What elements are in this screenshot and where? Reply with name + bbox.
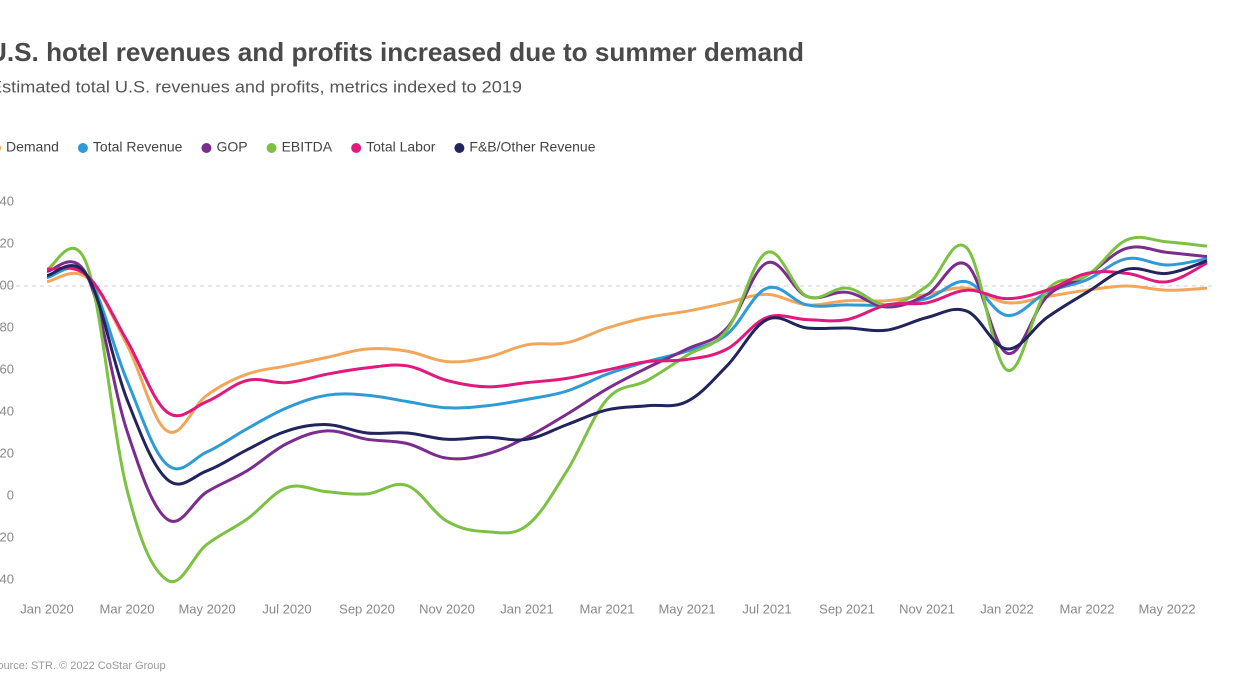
legend-marker: [201, 143, 212, 153]
y-tick-label: 80: [0, 319, 14, 334]
series-line: [46, 245, 1208, 523]
legend-label: Total Revenue: [93, 139, 183, 155]
y-tick-label: 140: [0, 193, 14, 208]
y-tick-label: -20: [0, 529, 14, 544]
y-tick-label: 100: [0, 277, 14, 292]
x-tick-label: Jan 2021: [500, 601, 554, 616]
legend-label: Total Labor: [366, 139, 436, 155]
chart-title: U.S. hotel revenues and profits increase…: [0, 37, 804, 67]
y-tick-label: 60: [0, 361, 14, 376]
chart-subtitle: Estimated total U.S. revenues and profit…: [0, 77, 522, 96]
x-tick-label: May 2021: [658, 601, 715, 616]
x-tick-label: Sep 2020: [339, 601, 395, 616]
y-tick-label: 40: [0, 403, 14, 418]
series-line: [46, 256, 1208, 471]
legend-marker: [454, 143, 465, 153]
legend-label: F&B/Other Revenue: [469, 139, 595, 155]
legend-marker: [77, 143, 88, 153]
series-line: [46, 261, 1208, 418]
y-tick-label: -40: [0, 571, 14, 586]
legend-label: EBITDA: [282, 139, 333, 155]
legend-marker: [0, 145, 1, 151]
legend-label: GOP: [216, 139, 247, 155]
x-tick-label: Mar 2020: [100, 601, 155, 616]
x-tick-label: Jan 2020: [20, 601, 74, 616]
x-tick-label: Jan 2022: [980, 601, 1034, 616]
series-line: [46, 235, 1208, 584]
legend-marker: [351, 143, 362, 153]
legend-label: Demand: [6, 139, 59, 155]
x-tick-label: Jul 2021: [742, 601, 791, 616]
y-tick-label: 120: [0, 235, 14, 250]
x-tick-label: Mar 2022: [1060, 601, 1115, 616]
y-tick-label: 0: [7, 487, 14, 502]
x-tick-label: Nov 2020: [419, 601, 475, 616]
x-tick-label: May 2020: [178, 601, 235, 616]
source: Source: STR. © 2022 CoStar Group: [0, 660, 166, 672]
x-tick-label: Nov 2021: [899, 601, 955, 616]
y-tick-label: 20: [0, 445, 14, 460]
series-line: [46, 271, 1208, 434]
x-tick-label: Jul 2020: [262, 601, 311, 616]
x-tick-label: May 2022: [1138, 601, 1195, 616]
x-tick-label: Mar 2021: [580, 601, 635, 616]
series-line: [46, 259, 1208, 486]
legend-marker: [266, 143, 277, 153]
x-tick-label: Sep 2021: [819, 601, 875, 616]
